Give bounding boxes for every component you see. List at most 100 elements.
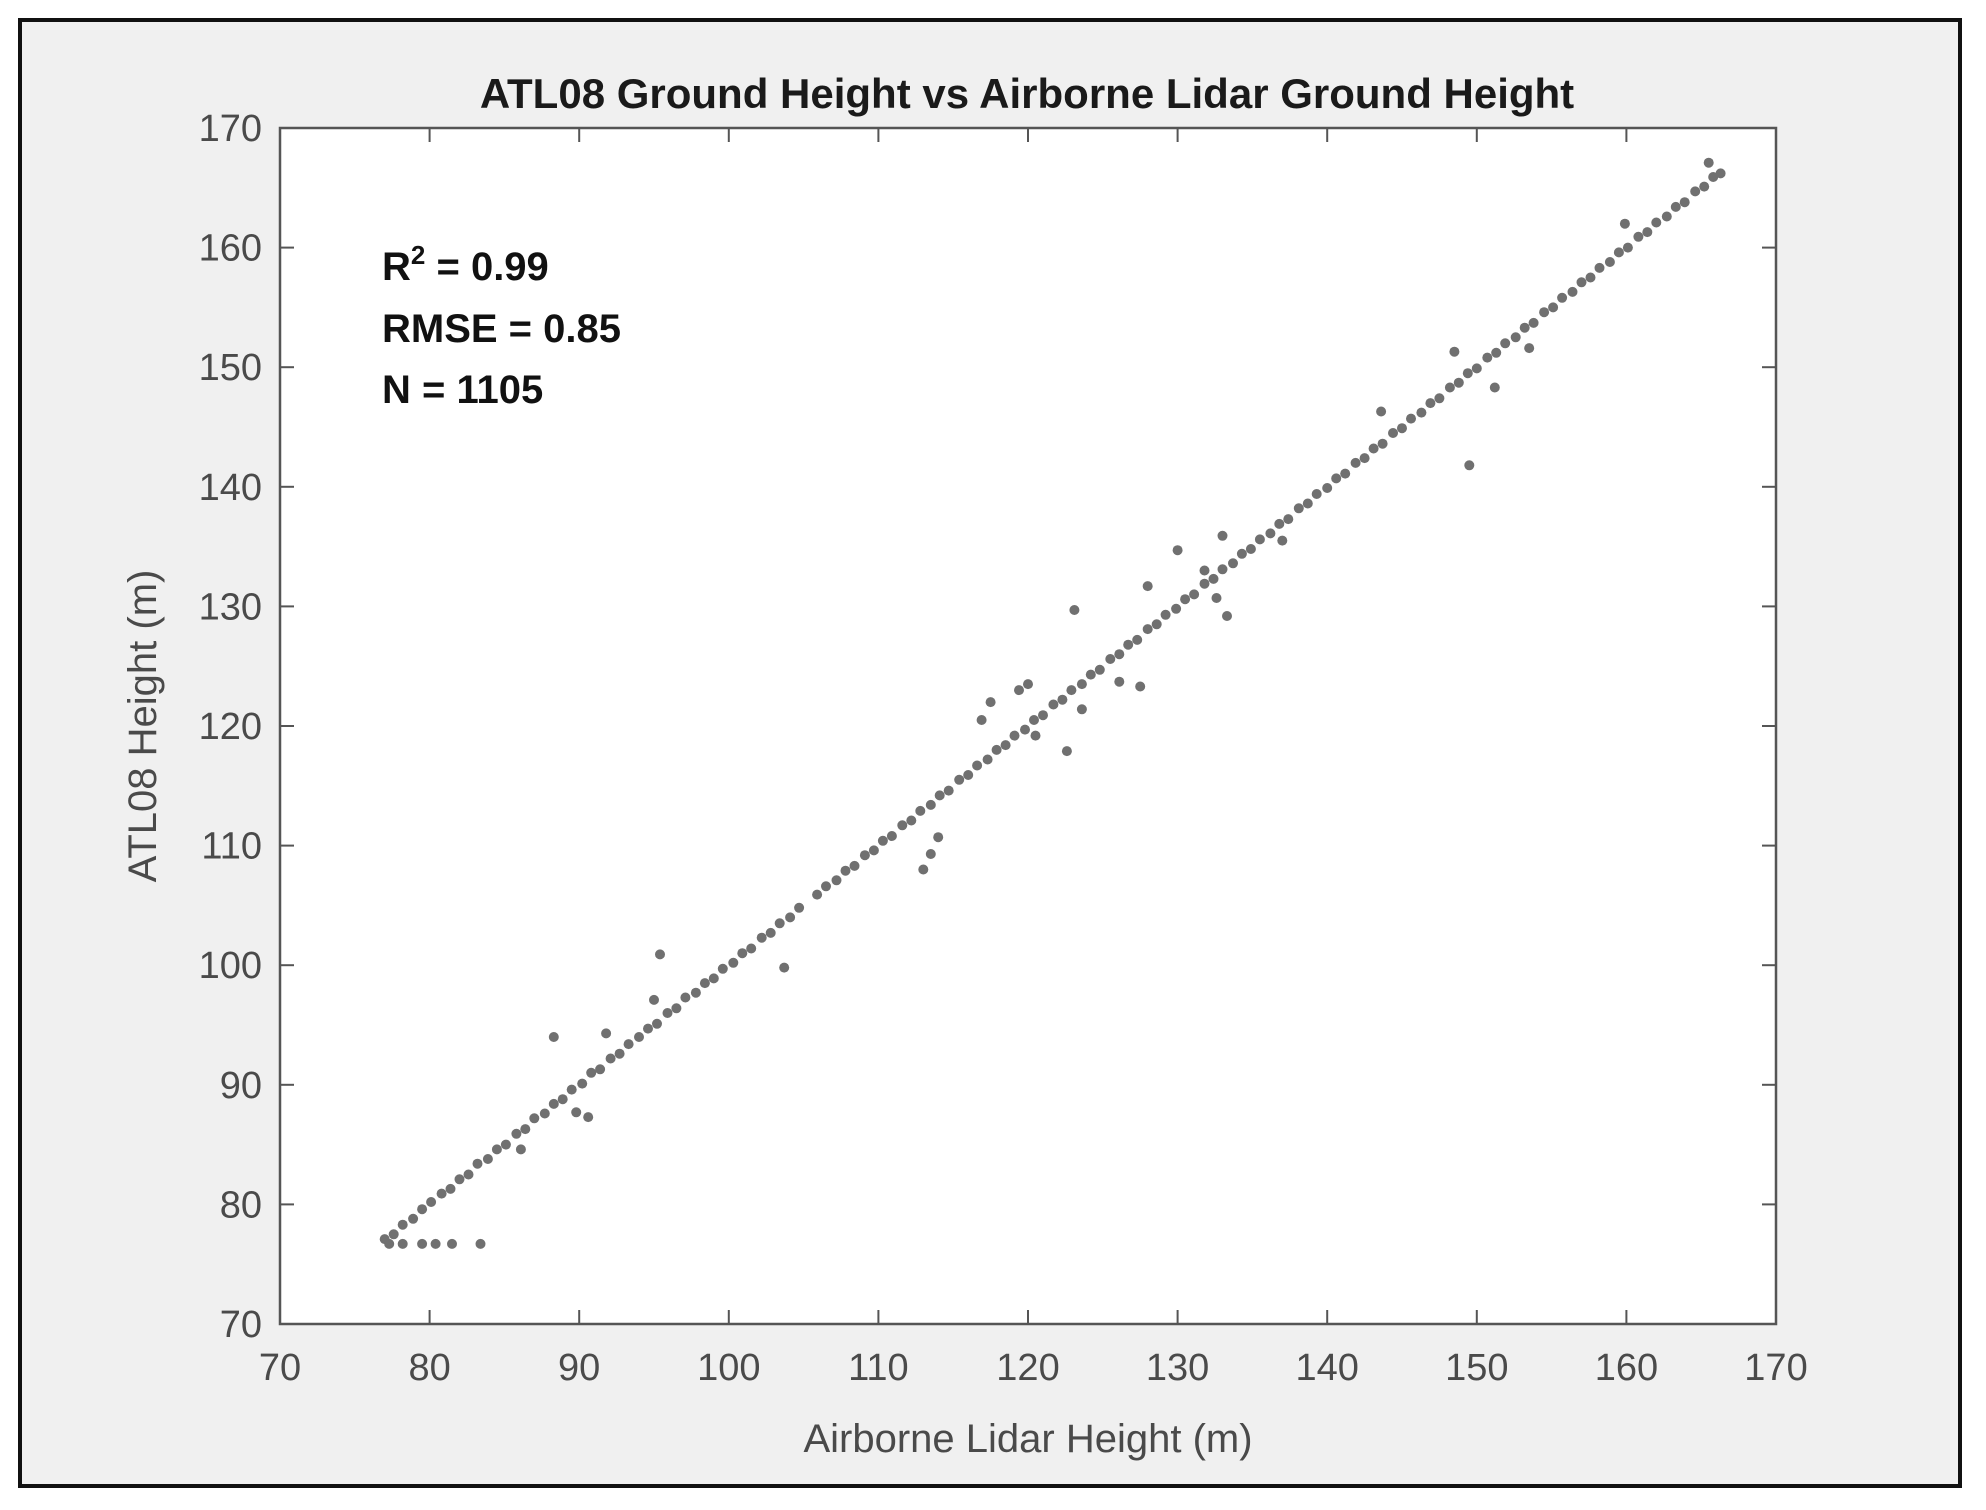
- data-point: [1528, 317, 1539, 328]
- data-point: [1322, 483, 1333, 493]
- data-point: [634, 1032, 644, 1042]
- data-point: [557, 1094, 568, 1105]
- data-point: [1105, 654, 1116, 664]
- data-point: [445, 1183, 456, 1194]
- data-point: [1171, 603, 1182, 614]
- data-point: [430, 1238, 441, 1249]
- data-point: [774, 918, 785, 929]
- data-point: [1199, 565, 1210, 576]
- data-point: [662, 1008, 673, 1018]
- data-point: [539, 1108, 550, 1119]
- data-point: [779, 962, 790, 973]
- data-point: [1594, 262, 1605, 273]
- data-point: [821, 881, 831, 892]
- data-point: [1211, 593, 1222, 603]
- x-tick-label: 110: [848, 1347, 909, 1389]
- data-point: [388, 1229, 399, 1240]
- data-point: [652, 1018, 662, 1029]
- data-point: [384, 1238, 395, 1249]
- data-point: [417, 1204, 428, 1215]
- data-point: [1619, 218, 1630, 229]
- data-point: [671, 1003, 682, 1014]
- data-point: [1311, 489, 1322, 499]
- data-point: [1406, 413, 1416, 424]
- data-point: [548, 1032, 559, 1042]
- y-tick-label: 150: [199, 347, 262, 389]
- data-point: [699, 978, 710, 989]
- data-point: [1434, 393, 1445, 404]
- data-point: [577, 1078, 588, 1089]
- data-point: [812, 889, 823, 900]
- data-point: [1539, 307, 1550, 318]
- data-point: [925, 799, 936, 810]
- data-point: [906, 815, 917, 826]
- data-point: [1331, 473, 1342, 484]
- data-point: [963, 770, 974, 780]
- data-point: [1085, 669, 1096, 680]
- data-point: [1254, 534, 1265, 545]
- data-point: [417, 1238, 428, 1249]
- data-point: [1094, 664, 1105, 675]
- data-point: [1283, 514, 1294, 525]
- data-point: [1142, 624, 1153, 635]
- data-point: [586, 1067, 597, 1078]
- data-point: [954, 774, 965, 785]
- x-axis-label: Airborne Lidar Height (m): [803, 1417, 1252, 1461]
- data-point: [1135, 681, 1146, 692]
- data-point: [1000, 740, 1011, 751]
- data-point: [1708, 172, 1719, 182]
- data-point: [1453, 377, 1464, 388]
- data-point: [408, 1213, 419, 1224]
- data-point: [840, 865, 851, 876]
- y-tick-label: 120: [199, 706, 262, 748]
- data-point: [614, 1048, 625, 1059]
- x-tick-label: 150: [1445, 1347, 1508, 1389]
- y-tick-label: 90: [220, 1065, 262, 1107]
- data-point: [1009, 730, 1020, 741]
- data-point: [447, 1238, 457, 1249]
- x-tick-label: 90: [558, 1347, 600, 1389]
- x-tick-label: 170: [1744, 1347, 1807, 1389]
- data-point: [1160, 609, 1171, 620]
- data-point: [1076, 679, 1087, 690]
- data-point: [918, 864, 929, 875]
- r-squared-superscript: 2: [411, 240, 425, 270]
- data-point: [1548, 302, 1559, 313]
- axis-ticks: 70 80 90 100 110 120 130 140 150 160 170 70 80 90 100 1…: [199, 108, 1808, 1389]
- data-point: [915, 805, 926, 816]
- x-tick-label: 160: [1595, 1347, 1658, 1389]
- data-point: [1189, 589, 1200, 600]
- data-point: [934, 790, 945, 801]
- data-point: [1340, 468, 1351, 479]
- data-point: [1489, 382, 1500, 393]
- data-point: [1500, 338, 1511, 349]
- data-point: [1076, 704, 1087, 715]
- data-point: [1114, 649, 1125, 660]
- data-point: [794, 902, 805, 913]
- data-point: [1172, 545, 1183, 556]
- data-point: [991, 744, 1002, 755]
- data-point: [1199, 578, 1210, 589]
- x-tick-label: 100: [697, 1347, 760, 1389]
- data-point: [1613, 247, 1624, 258]
- data-point: [831, 875, 842, 886]
- data-point: [1699, 181, 1710, 192]
- data-point: [1151, 619, 1162, 630]
- data-point: [1030, 730, 1041, 741]
- data-point: [515, 1144, 526, 1155]
- data-point: [1557, 292, 1568, 303]
- data-point: [1228, 558, 1238, 569]
- data-point: [491, 1144, 502, 1155]
- data-point: [649, 994, 659, 1005]
- data-point: [785, 912, 796, 923]
- data-point: [1604, 257, 1615, 267]
- data-point: [1425, 398, 1436, 409]
- data-point: [877, 835, 888, 846]
- data-point: [1651, 217, 1662, 228]
- data-point: [1066, 685, 1077, 696]
- y-tick-label: 140: [199, 467, 262, 509]
- data-point: [690, 987, 701, 998]
- data-point: [1222, 611, 1232, 621]
- data-point: [1377, 438, 1388, 449]
- data-point: [982, 754, 993, 765]
